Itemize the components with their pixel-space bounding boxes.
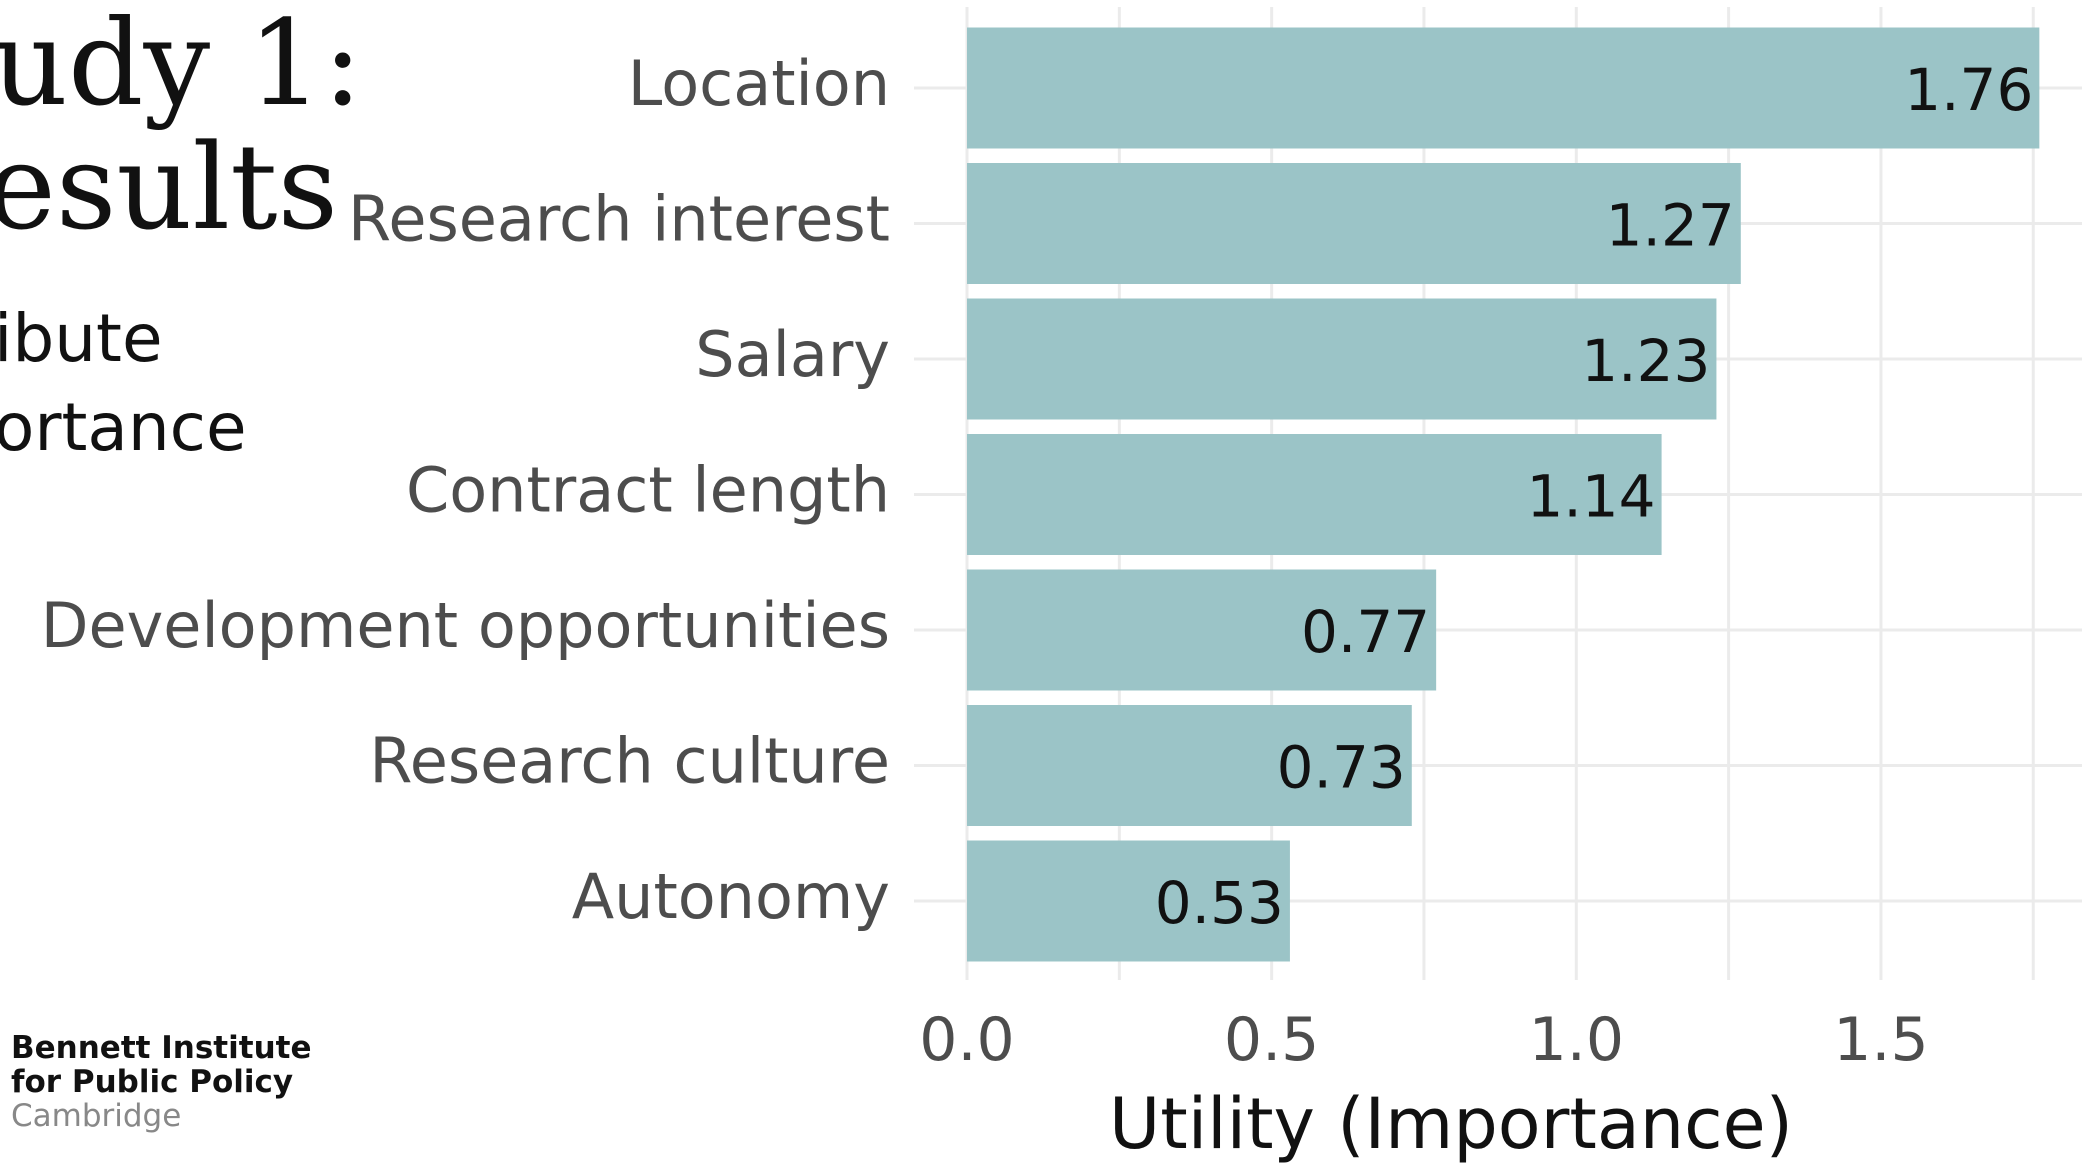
y-tick-label: Location xyxy=(628,47,890,120)
title-line: esults xyxy=(0,118,338,256)
x-tick-label: 1.0 xyxy=(1529,1005,1624,1075)
bar xyxy=(967,569,1437,691)
x-tick-label: 0.0 xyxy=(919,1005,1014,1075)
bar xyxy=(967,27,2040,149)
bar xyxy=(967,840,1290,962)
y-tick-label: Development opportunities xyxy=(41,589,890,662)
y-tick-label: Autonomy xyxy=(572,860,890,933)
value-label: 1.14 xyxy=(1526,463,1655,531)
bar xyxy=(967,163,1741,284)
value-label: 0.77 xyxy=(1301,598,1430,666)
logo-text: Bennett Institute xyxy=(11,1030,311,1066)
y-tick-label: Salary xyxy=(695,318,890,391)
value-label: 0.53 xyxy=(1155,869,1284,937)
value-label: 0.73 xyxy=(1277,734,1406,802)
subtitle-line: ibute xyxy=(0,300,163,377)
title-line: udy 1: xyxy=(0,0,363,132)
value-label: 1.76 xyxy=(1904,56,2033,124)
y-tick-label: Research interest xyxy=(348,183,890,256)
logo-text: Cambridge xyxy=(11,1098,181,1134)
y-tick-label: Research culture xyxy=(369,725,890,798)
subtitle-line: ortance xyxy=(0,389,247,466)
logo-text: for Public Policy xyxy=(11,1064,293,1100)
chart: 0.0 0.5 1.0 1.5 Location 1.76 Research interes… xyxy=(41,7,2082,1163)
bar xyxy=(967,434,1662,555)
bar xyxy=(967,298,1717,420)
x-tick-label: 0.5 xyxy=(1224,1005,1319,1075)
y-tick-label: Contract length xyxy=(406,454,890,527)
x-tick-label: 1.5 xyxy=(1833,1005,1928,1075)
value-label: 1.23 xyxy=(1581,327,1710,395)
value-label: 1.27 xyxy=(1606,192,1735,260)
bar xyxy=(967,705,1412,826)
x-axis-title: Utility (Importance) xyxy=(1109,1083,1793,1163)
